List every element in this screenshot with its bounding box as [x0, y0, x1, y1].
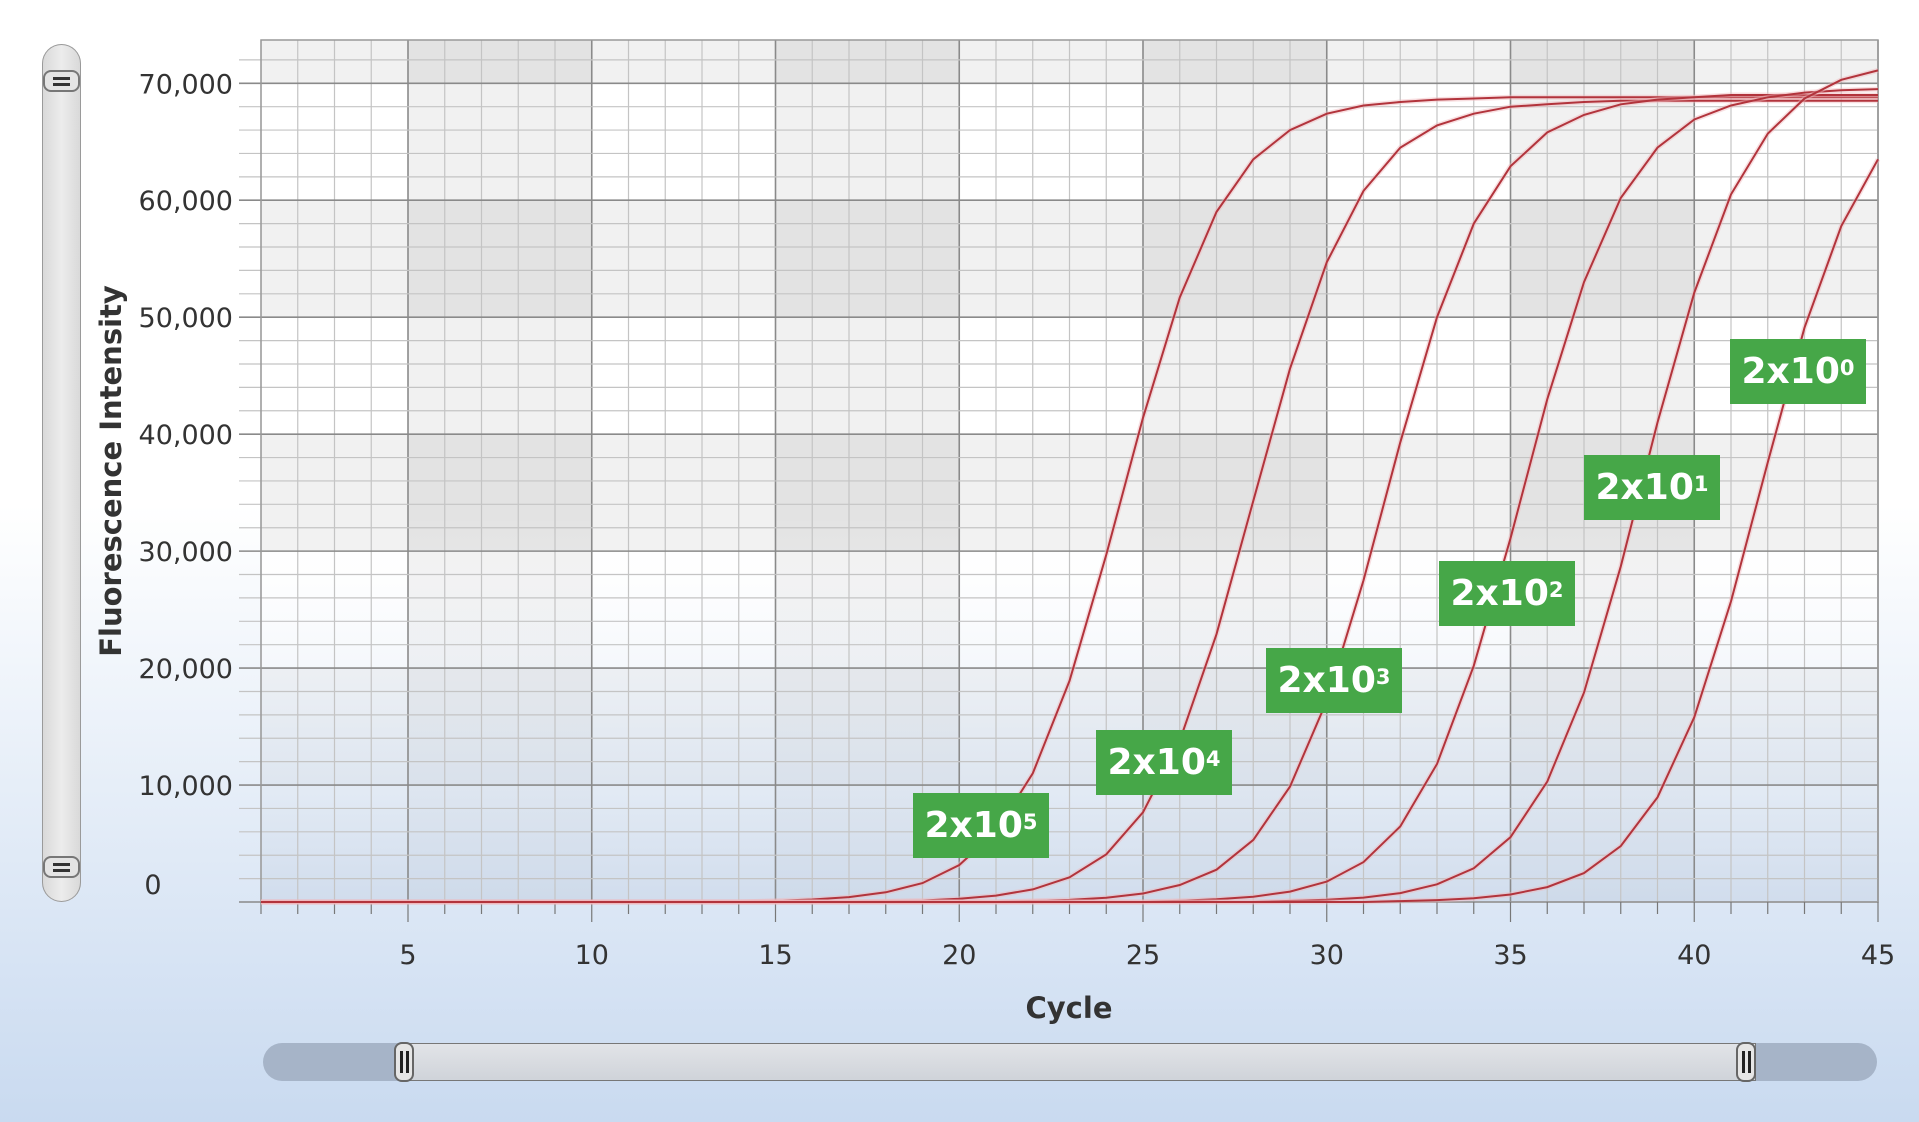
series-lines [261, 67, 1881, 905]
series-label: 2x10 1 [1584, 455, 1720, 520]
y-zoom-bottom-handle[interactable] [43, 856, 80, 878]
x-tick-label: 30 [1310, 940, 1344, 971]
series-label-exponent: 0 [1839, 355, 1855, 380]
y-tick-label: 10,000 [139, 771, 233, 802]
y-tick-label: 40,000 [139, 420, 233, 451]
y-zoom-scrollbar[interactable] [42, 44, 81, 902]
y-axis-title: Fluorescence Intensity [94, 285, 128, 657]
x-tick-label: 10 [575, 940, 609, 971]
series-label-exponent: 1 [1693, 471, 1709, 496]
axis-ticks: 5 10 15 20 25 30 35 40 45010,00020,00030,00040,0… [139, 69, 1896, 971]
series-label: 2x10 5 [913, 793, 1049, 858]
series-label-base: 2x10 [924, 805, 1023, 846]
y-zoom-top-handle[interactable] [43, 70, 80, 92]
x-tick-label: 40 [1677, 940, 1711, 971]
x-tick-label: 20 [942, 940, 976, 971]
x-tick-label: 45 [1861, 940, 1895, 971]
series-label: 2x10 2 [1439, 561, 1575, 626]
y-tick-label: 70,000 [139, 69, 233, 100]
y-tick-label: 50,000 [139, 303, 233, 334]
x-zoom-range[interactable] [404, 1043, 1756, 1081]
x-tick-label: 15 [758, 940, 792, 971]
x-axis-title: Cycle [1026, 991, 1113, 1025]
series-label-base: 2x10 [1741, 351, 1840, 392]
series-label-exponent: 2 [1548, 577, 1564, 602]
x-zoom-scrollbar[interactable] [263, 1042, 1877, 1082]
series-line [261, 158, 1879, 903]
y-tick-label: 0 [144, 870, 161, 901]
series-label-exponent: 5 [1022, 809, 1038, 834]
series-label: 2x10 0 [1730, 339, 1866, 404]
series-label-exponent: 3 [1375, 664, 1391, 689]
x-zoom-right-handle[interactable] [1736, 1042, 1756, 1082]
y-tick-label: 30,000 [139, 537, 233, 568]
x-tick-label: 25 [1126, 940, 1160, 971]
x-tick-label: 5 [399, 940, 416, 971]
y-tick-label: 60,000 [139, 186, 233, 217]
series-label-base: 2x10 [1107, 742, 1206, 783]
y-tick-label: 20,000 [139, 654, 233, 685]
series-label-exponent: 4 [1205, 746, 1221, 771]
series-label-base: 2x10 [1450, 573, 1549, 614]
series-label-base: 2x10 [1595, 467, 1694, 508]
series-label-base: 2x10 [1277, 660, 1376, 701]
x-tick-label: 35 [1493, 940, 1527, 971]
series-label: 2x10 3 [1266, 648, 1402, 713]
x-zoom-left-handle[interactable] [394, 1042, 414, 1082]
series-label: 2x10 4 [1096, 730, 1232, 795]
